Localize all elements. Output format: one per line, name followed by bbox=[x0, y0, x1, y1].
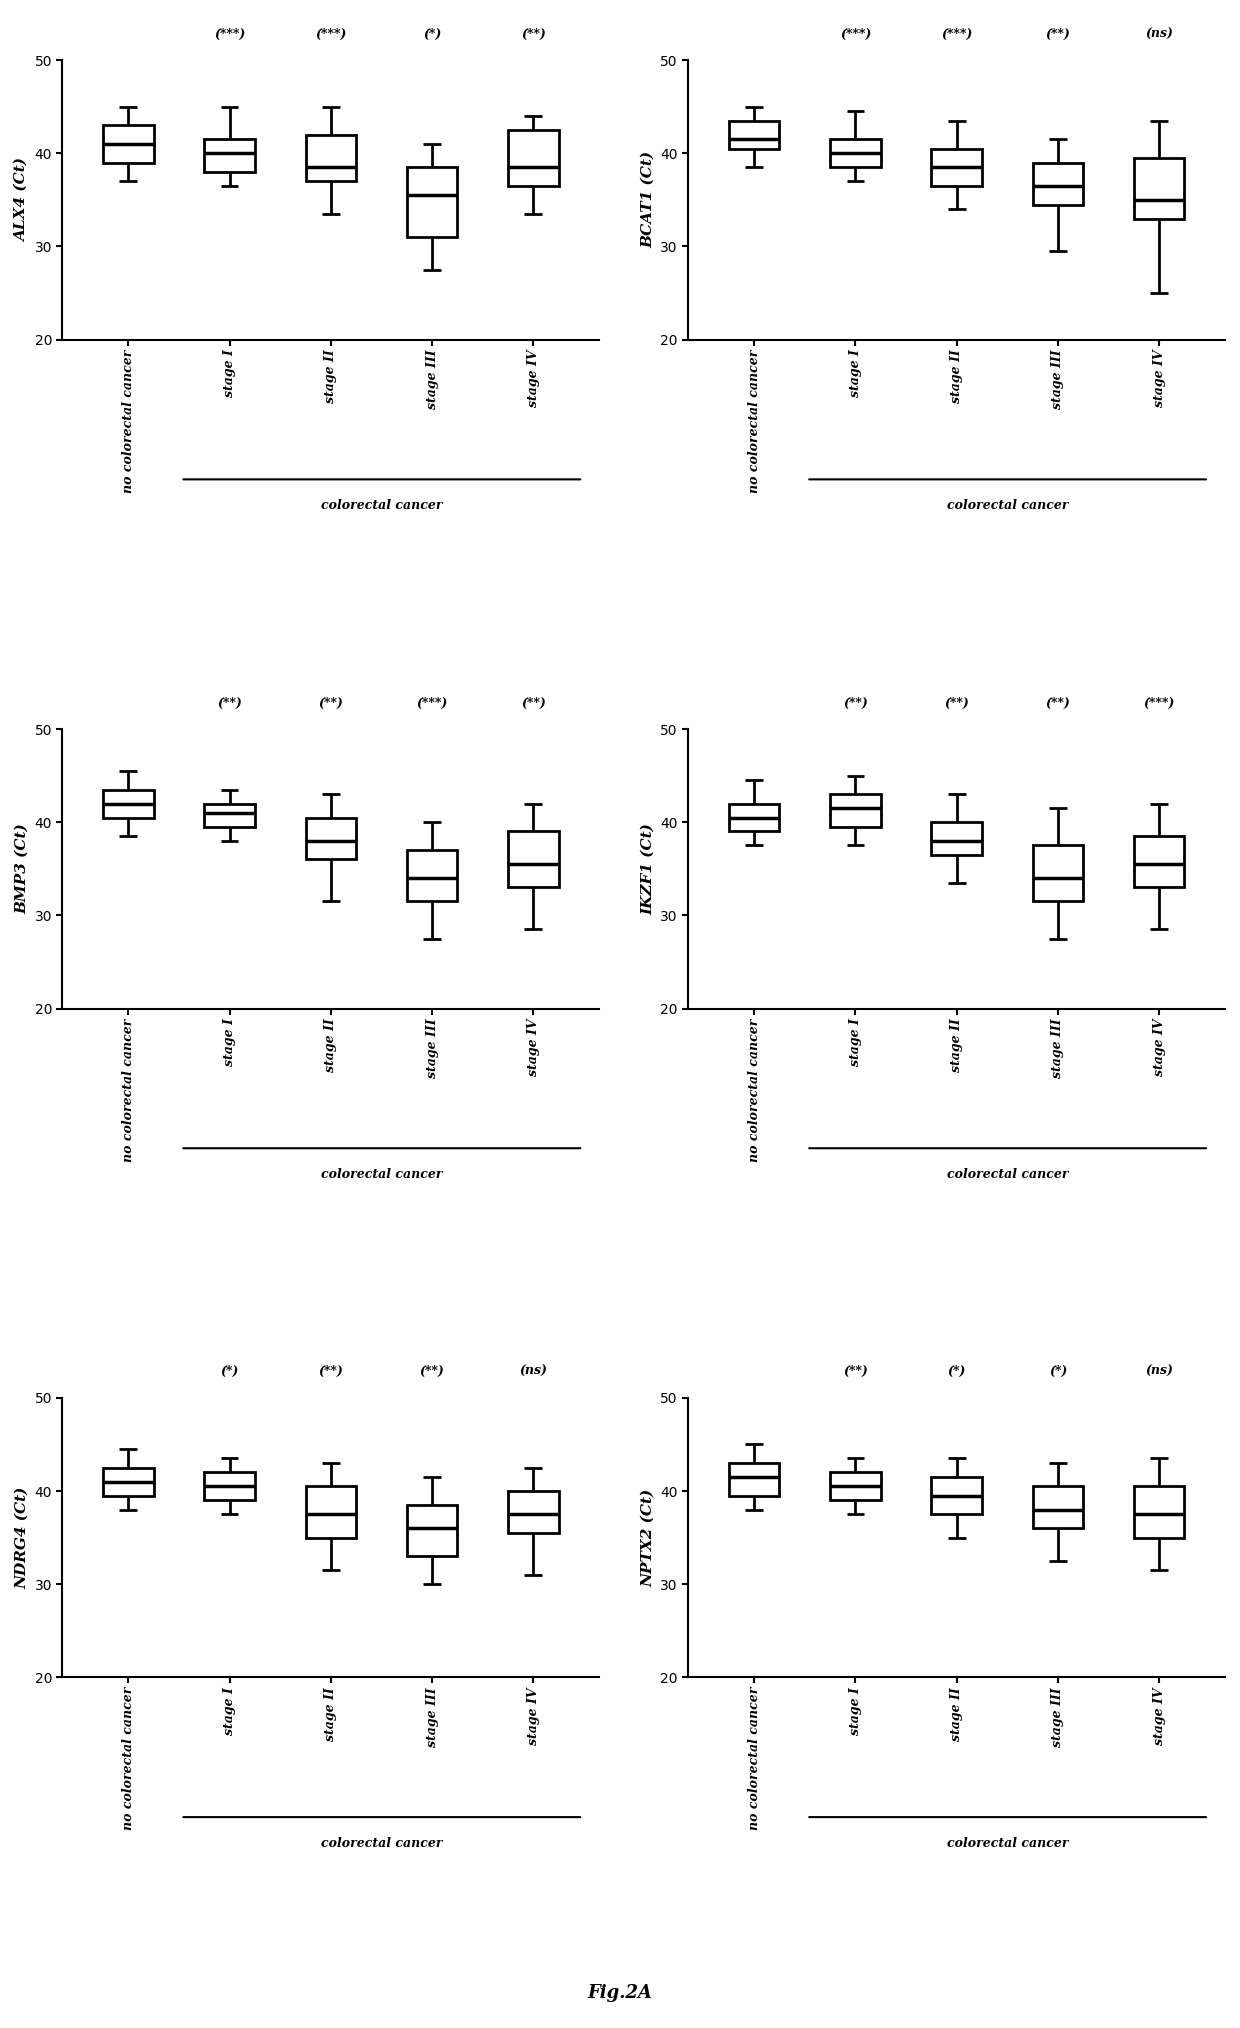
Text: (**): (**) bbox=[217, 696, 242, 710]
Text: (ns): (ns) bbox=[520, 1365, 547, 1379]
Bar bbox=[508, 1491, 559, 1533]
Bar bbox=[830, 140, 880, 166]
Text: (ns): (ns) bbox=[1146, 1365, 1173, 1379]
Bar bbox=[407, 166, 458, 237]
Bar bbox=[205, 803, 255, 827]
Bar bbox=[729, 1462, 780, 1497]
Text: (***): (***) bbox=[315, 28, 346, 41]
Y-axis label: NDRG4 (Ct): NDRG4 (Ct) bbox=[15, 1487, 29, 1588]
Y-axis label: ALX4 (Ct): ALX4 (Ct) bbox=[15, 158, 29, 241]
Text: (*): (*) bbox=[947, 1365, 966, 1379]
Bar bbox=[305, 817, 356, 860]
Text: (***): (***) bbox=[941, 28, 972, 41]
Bar bbox=[103, 126, 154, 162]
Text: (**): (**) bbox=[1045, 28, 1070, 41]
Bar bbox=[205, 140, 255, 172]
Text: (***): (***) bbox=[215, 28, 246, 41]
Bar bbox=[407, 1505, 458, 1555]
Bar bbox=[1033, 846, 1084, 900]
Text: (**): (**) bbox=[419, 1365, 444, 1379]
Text: (***): (***) bbox=[1143, 696, 1174, 710]
Text: (**): (**) bbox=[843, 696, 868, 710]
Text: (*): (*) bbox=[423, 28, 441, 41]
Y-axis label: IKZF1 (Ct): IKZF1 (Ct) bbox=[641, 823, 655, 915]
Text: colorectal cancer: colorectal cancer bbox=[947, 1168, 1069, 1180]
Bar bbox=[305, 134, 356, 180]
Bar bbox=[103, 1468, 154, 1497]
Bar bbox=[729, 803, 780, 831]
Y-axis label: BCAT1 (Ct): BCAT1 (Ct) bbox=[641, 152, 655, 249]
Text: (ns): (ns) bbox=[1146, 28, 1173, 41]
Bar bbox=[103, 789, 154, 817]
Text: (**): (**) bbox=[945, 696, 968, 710]
Bar bbox=[830, 795, 880, 827]
Text: (**): (**) bbox=[319, 696, 343, 710]
Bar bbox=[729, 122, 780, 148]
Text: colorectal cancer: colorectal cancer bbox=[321, 499, 443, 511]
Text: (***): (***) bbox=[839, 28, 870, 41]
Text: (**): (**) bbox=[1045, 696, 1070, 710]
Bar bbox=[830, 1472, 880, 1501]
Bar bbox=[931, 1476, 982, 1515]
Y-axis label: BMP3 (Ct): BMP3 (Ct) bbox=[15, 823, 29, 915]
Bar bbox=[1133, 836, 1184, 888]
Text: (**): (**) bbox=[843, 1365, 868, 1379]
Text: colorectal cancer: colorectal cancer bbox=[947, 1837, 1069, 1850]
Bar bbox=[205, 1472, 255, 1501]
Text: colorectal cancer: colorectal cancer bbox=[321, 1837, 443, 1850]
Bar bbox=[407, 850, 458, 900]
Text: (*): (*) bbox=[221, 1365, 238, 1379]
Bar bbox=[931, 821, 982, 854]
Text: (**): (**) bbox=[521, 696, 546, 710]
Bar bbox=[508, 831, 559, 888]
Text: (**): (**) bbox=[319, 1365, 343, 1379]
Bar bbox=[1133, 1487, 1184, 1537]
Text: colorectal cancer: colorectal cancer bbox=[947, 499, 1069, 511]
Bar bbox=[931, 148, 982, 187]
Bar bbox=[1033, 162, 1084, 205]
Text: colorectal cancer: colorectal cancer bbox=[321, 1168, 443, 1180]
Text: (***): (***) bbox=[417, 696, 448, 710]
Y-axis label: NPTX2 (Ct): NPTX2 (Ct) bbox=[641, 1489, 655, 1586]
Bar bbox=[1133, 158, 1184, 219]
Text: (**): (**) bbox=[521, 28, 546, 41]
Bar bbox=[305, 1487, 356, 1537]
Text: (*): (*) bbox=[1049, 1365, 1068, 1379]
Bar bbox=[508, 130, 559, 187]
Bar bbox=[1033, 1487, 1084, 1529]
Text: Fig.2A: Fig.2A bbox=[588, 1983, 652, 2002]
